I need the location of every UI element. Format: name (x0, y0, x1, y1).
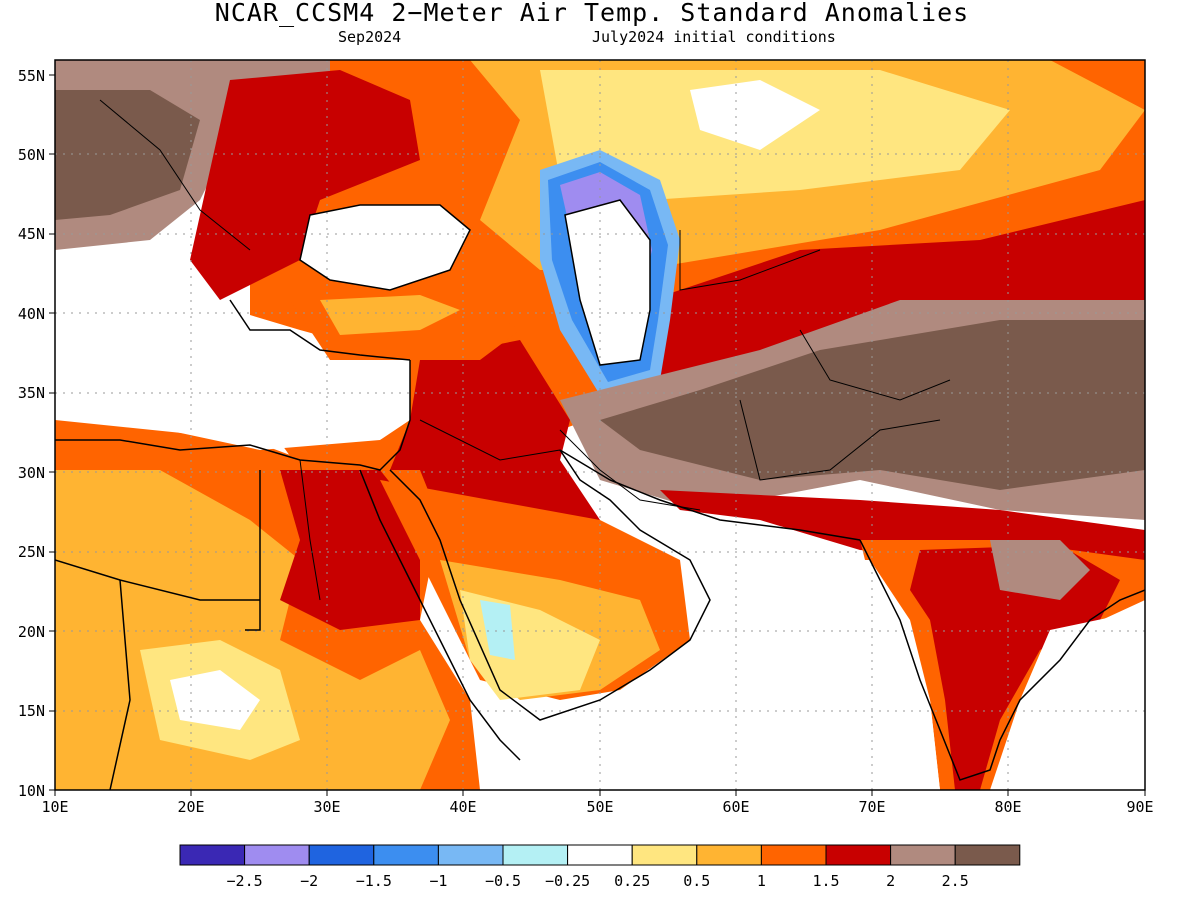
lat-label: 35N (18, 384, 45, 402)
colorbar-label: −1.5 (356, 872, 392, 890)
colorbar-swatch (179, 844, 246, 866)
region-turkey-yellow (320, 295, 460, 335)
colorbar-swatch (567, 844, 633, 866)
colorbar-swatch (244, 844, 310, 866)
colorbar-label: −1 (429, 872, 447, 890)
region-balkans-red (190, 70, 420, 300)
anomaly-field (55, 60, 1145, 790)
graticule (55, 60, 1145, 790)
lon-label: 30E (313, 798, 340, 816)
lat-label: 50N (18, 146, 45, 164)
lon-label: 50E (586, 798, 613, 816)
colorbar (179, 844, 1021, 866)
lon-label: 40E (449, 798, 476, 816)
colorbar-swatch (502, 844, 569, 866)
lat-labels: 10N 15N 20N 25N 30N 35N 40N 45N 50N 55N (18, 67, 45, 800)
region-sahel-white (170, 670, 260, 730)
lon-label: 60E (722, 798, 749, 816)
lat-label: 15N (18, 702, 45, 720)
colorbar-swatch (760, 844, 827, 866)
valid-month: Sep2024 (338, 28, 402, 46)
colorbar-swatch (954, 844, 1021, 866)
colorbar-label: −2 (300, 872, 318, 890)
colorbar-swatch (890, 844, 956, 866)
colorbar-label: 2 (886, 872, 895, 890)
colorbar-swatch (825, 844, 892, 866)
region-black-sea (300, 205, 470, 290)
region-india-brown (990, 540, 1090, 600)
colorbar-label: −0.25 (545, 872, 590, 890)
colorbar-labels: −2.5 −2 −1.5 −1 −0.5 −0.25 0.25 0.5 1 1.5 2 2.5 (227, 872, 969, 890)
coastlines (55, 199, 1145, 790)
colorbar-label: 1 (757, 872, 766, 890)
lat-label: 30N (18, 464, 45, 482)
country-borders (99, 99, 951, 601)
region-central-europe-deep (55, 90, 200, 220)
axis-ticks (49, 74, 1146, 796)
lat-label: 25N (18, 543, 45, 561)
lat-label: 40N (18, 305, 45, 323)
region-india-red (910, 545, 1120, 790)
colorbar-swatch (437, 844, 504, 866)
colorbar-swatch (308, 844, 375, 866)
lat-label: 10N (18, 782, 45, 800)
colorbar-label: 2.5 (942, 872, 969, 890)
lon-label: 10E (41, 798, 68, 816)
map-title: NCAR_CCSM4 2−Meter Air Temp. Standard An… (214, 0, 970, 27)
region-bay-white (1010, 610, 1145, 790)
colorbar-swatch (631, 844, 698, 866)
colorbar-label: −0.5 (485, 872, 521, 890)
colorbar-label: 1.5 (812, 872, 839, 890)
colorbar-label: −2.5 (227, 872, 263, 890)
initial-conditions: July2024 initial conditions (592, 28, 836, 46)
lon-label: 20E (177, 798, 204, 816)
lon-label: 90E (1126, 798, 1153, 816)
region-caspian-white (565, 200, 650, 365)
lat-label: 45N (18, 225, 45, 243)
region-mesopotamia-red (390, 340, 600, 530)
colorbar-swatch (696, 844, 762, 866)
colorbar-label: 0.5 (683, 872, 710, 890)
region-egypt-red (280, 470, 420, 630)
region-central-asia-red (650, 200, 1145, 380)
colorbar-label: 0.25 (614, 872, 650, 890)
lat-label: 55N (18, 67, 45, 85)
colorbar-swatch (373, 844, 439, 866)
lat-label: 20N (18, 623, 45, 641)
region-arabia-cyan (480, 600, 515, 660)
lon-labels: 10E 20E 30E 40E 50E 60E 70E 80E 90E (41, 798, 1153, 816)
region-russia-white (690, 80, 820, 150)
lon-label: 80E (994, 798, 1021, 816)
lon-label: 70E (858, 798, 885, 816)
